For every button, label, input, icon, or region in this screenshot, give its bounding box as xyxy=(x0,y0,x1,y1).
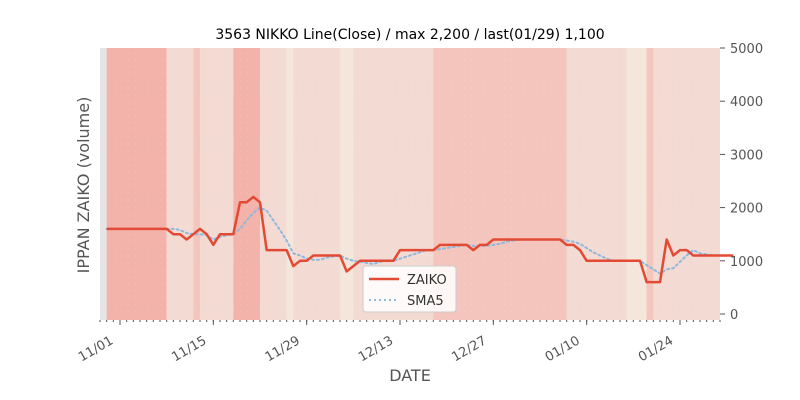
y-tick-label: 0 xyxy=(730,308,738,323)
x-tick-label: 01/24 xyxy=(636,333,676,365)
y-tick-label: 2000 xyxy=(730,202,763,217)
background-band xyxy=(286,48,294,320)
x-tick-label: 12/13 xyxy=(356,333,396,365)
background-band xyxy=(200,48,234,320)
y-tick-label: 1000 xyxy=(730,255,763,270)
x-tick-label: 01/10 xyxy=(543,333,583,365)
legend-box xyxy=(362,265,457,313)
legend: ZAIKO SMA5 xyxy=(362,265,457,313)
y-tick-label: 5000 xyxy=(730,42,763,57)
background-band xyxy=(646,48,654,320)
y-tick-label: 3000 xyxy=(730,148,763,163)
legend-label-zaiko: ZAIKO xyxy=(407,273,447,288)
x-tick-label: 11/01 xyxy=(76,333,116,365)
x-axis-title: DATE xyxy=(389,366,431,385)
background-bands xyxy=(106,48,720,320)
background-band xyxy=(260,48,287,320)
background-band xyxy=(626,48,647,320)
plot-area xyxy=(100,48,735,320)
x-tick-label: 11/29 xyxy=(263,333,303,365)
y-axis: 0 1000 2000 3000 4000 5000 xyxy=(720,42,763,323)
background-band xyxy=(193,48,200,320)
x-axis: 11/01 11/15 11/29 12/13 12/27 01/10 01/24 xyxy=(76,320,721,365)
chart-title: 3563 NIKKO Line(Close) / max 2,200 / las… xyxy=(215,27,604,43)
background-band xyxy=(293,48,340,320)
series-line-zaiko xyxy=(106,195,734,284)
background-band xyxy=(706,48,720,320)
series-layer xyxy=(105,195,735,284)
y-axis-title: IPPAN ZAIKO (volume) xyxy=(74,97,93,274)
background-band xyxy=(473,48,567,320)
x-minor-ticks xyxy=(99,320,721,322)
background-band xyxy=(166,48,194,320)
background-band xyxy=(340,48,354,320)
background-band xyxy=(233,48,260,320)
x-tick-label: 12/27 xyxy=(449,333,489,365)
legend-label-sma5: SMA5 xyxy=(407,294,444,309)
y-tick-label: 4000 xyxy=(730,95,763,110)
background-band xyxy=(106,48,167,320)
x-tick-label: 11/15 xyxy=(169,333,209,365)
background-band xyxy=(566,48,627,320)
